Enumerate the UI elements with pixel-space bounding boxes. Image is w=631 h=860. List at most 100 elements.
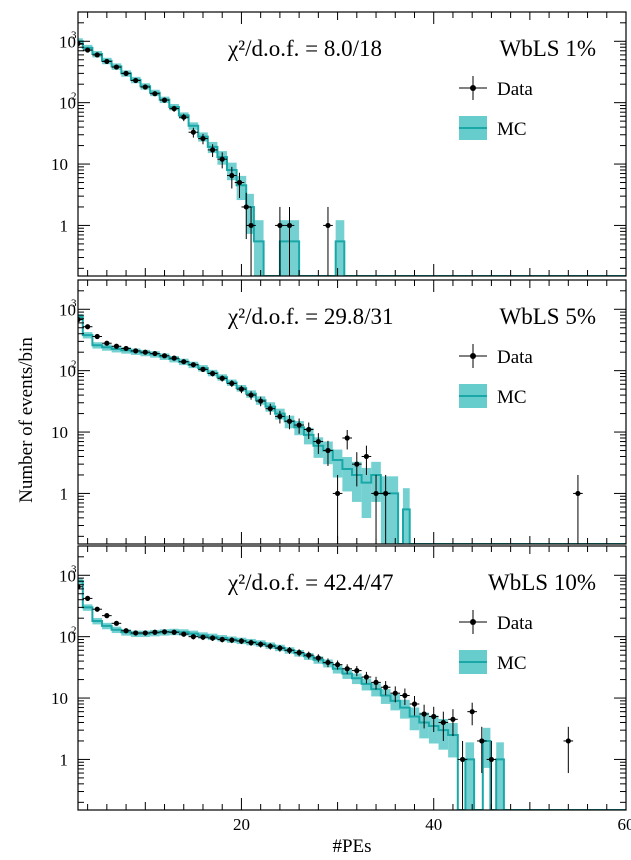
data-point <box>78 316 81 323</box>
data-point <box>383 490 389 497</box>
data-point <box>161 629 168 635</box>
y-tick-label: 10 <box>51 155 68 174</box>
data-point <box>219 375 225 381</box>
data-point <box>306 652 312 658</box>
y-tick-exponent: 3 <box>71 563 77 575</box>
data-point <box>236 179 243 186</box>
data-point <box>152 350 158 357</box>
mc-band-bin <box>380 689 391 704</box>
data-point <box>85 47 91 53</box>
chi2-label: χ²/d.o.f. = 29.8/31 <box>227 304 394 329</box>
data-point <box>238 638 245 644</box>
legend-mc-label: MC <box>497 119 527 140</box>
data-point <box>248 640 254 646</box>
data-point <box>565 738 571 744</box>
mc-band-bin <box>332 449 343 478</box>
y-tick-label: 10 <box>59 300 76 319</box>
data-point <box>113 620 120 626</box>
mc-band-bin <box>342 456 352 492</box>
data-point <box>258 398 264 404</box>
data-point <box>161 97 168 103</box>
data-point <box>315 655 321 661</box>
data-point <box>200 366 206 372</box>
y-tick-label: 10 <box>51 689 68 708</box>
data-point <box>421 711 427 717</box>
sample-label: WbLS 1% <box>500 36 596 61</box>
data-point <box>575 490 581 497</box>
data-point <box>123 70 129 76</box>
y-tick-exponent: 3 <box>71 29 77 41</box>
data-point <box>152 629 158 635</box>
y-tick-label: 10 <box>59 628 76 647</box>
x-tick-label: 40 <box>425 815 442 834</box>
data-series <box>78 316 583 544</box>
data-point <box>344 666 350 672</box>
panel-frame <box>77 545 627 811</box>
legend-data-marker <box>470 353 476 359</box>
legend-data-marker <box>470 85 476 91</box>
chi2-label: χ²/d.o.f. = 42.4/47 <box>227 570 394 595</box>
data-point <box>383 684 389 690</box>
data-point <box>450 716 456 722</box>
data-point <box>363 674 370 680</box>
data-point <box>133 77 139 84</box>
data-point <box>78 584 81 590</box>
data-point <box>104 613 110 619</box>
data-point <box>171 355 177 361</box>
data-point <box>219 636 225 643</box>
data-point <box>171 629 177 635</box>
x-tick-label: 20 <box>233 815 250 834</box>
y-tick-label: 1 <box>60 216 69 235</box>
sample-label: WbLS 5% <box>500 304 596 329</box>
data-point <box>123 345 129 352</box>
y-tick-exponent: 2 <box>71 91 77 103</box>
mc-band-bin <box>361 467 372 519</box>
data-point <box>181 114 187 120</box>
data-point <box>78 40 81 47</box>
data-point <box>113 64 120 70</box>
data-point <box>142 349 148 355</box>
mc-band-bin <box>380 476 389 544</box>
data-point <box>334 662 341 668</box>
data-point <box>373 490 379 497</box>
mc-band-bin <box>482 727 491 768</box>
data-series <box>78 40 333 276</box>
y-tick-exponent: 2 <box>71 359 77 371</box>
data-point <box>286 418 293 424</box>
data-point <box>142 84 148 90</box>
legend-data-label: Data <box>497 79 533 100</box>
data-point <box>190 634 196 640</box>
legend-mc-label: MC <box>497 387 527 408</box>
data-point <box>325 659 331 666</box>
data-point <box>243 204 249 210</box>
y-tick-label: 10 <box>59 94 76 113</box>
data-point <box>431 713 437 720</box>
data-point <box>229 637 235 643</box>
data-point <box>104 340 110 346</box>
data-point <box>277 645 283 651</box>
legend-data-marker <box>470 619 476 625</box>
data-point <box>209 370 216 377</box>
data-point <box>133 630 139 636</box>
panel-frame <box>77 11 627 277</box>
y-tick-label: 10 <box>59 32 76 51</box>
data-point <box>267 643 273 649</box>
y-tick-label: 1 <box>60 484 69 503</box>
data-point <box>248 222 254 229</box>
data-point <box>123 628 129 634</box>
data-point <box>152 91 158 97</box>
data-point <box>200 135 206 142</box>
data-point <box>229 380 235 387</box>
data-point <box>94 52 100 58</box>
data-point <box>181 631 187 637</box>
data-point <box>277 222 283 229</box>
data-point <box>248 392 254 398</box>
data-point <box>258 641 264 647</box>
sample-label: WbLS 10% <box>488 570 596 595</box>
mc-band-bin <box>402 488 410 544</box>
data-point <box>306 426 312 433</box>
data-point <box>181 359 187 365</box>
